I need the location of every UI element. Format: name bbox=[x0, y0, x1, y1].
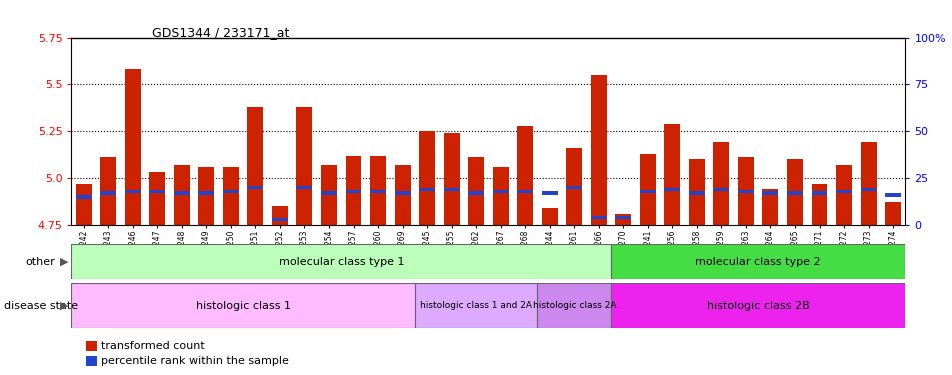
Bar bbox=[713, 142, 728, 225]
Bar bbox=[884, 202, 900, 225]
Bar bbox=[517, 126, 532, 225]
Bar bbox=[565, 148, 582, 225]
Bar bbox=[198, 192, 214, 195]
Bar bbox=[198, 167, 214, 225]
Bar bbox=[321, 192, 337, 195]
Text: histologic class 2A: histologic class 2A bbox=[532, 301, 615, 310]
Bar bbox=[394, 192, 410, 195]
Bar bbox=[860, 142, 876, 225]
Bar bbox=[590, 216, 606, 219]
Bar bbox=[173, 165, 189, 225]
Text: disease state: disease state bbox=[4, 301, 78, 310]
Bar bbox=[321, 165, 337, 225]
Bar bbox=[419, 131, 435, 225]
Bar bbox=[173, 192, 189, 195]
Bar bbox=[467, 158, 484, 225]
Bar bbox=[541, 208, 557, 225]
Bar bbox=[884, 194, 900, 197]
Bar bbox=[786, 192, 803, 195]
Bar bbox=[517, 190, 532, 193]
Bar bbox=[615, 214, 630, 225]
Bar bbox=[811, 184, 826, 225]
Bar bbox=[639, 190, 655, 193]
Bar bbox=[149, 172, 165, 225]
Text: molecular class type 2: molecular class type 2 bbox=[695, 256, 820, 267]
Bar bbox=[467, 192, 484, 195]
Bar bbox=[541, 192, 557, 195]
Bar bbox=[835, 190, 851, 193]
Bar bbox=[492, 167, 508, 225]
Bar bbox=[346, 190, 361, 193]
Bar bbox=[688, 159, 704, 225]
Bar bbox=[565, 186, 582, 189]
Bar bbox=[76, 184, 91, 225]
Bar bbox=[835, 165, 851, 225]
Bar bbox=[125, 190, 141, 193]
Text: other: other bbox=[26, 257, 55, 267]
Bar bbox=[786, 159, 803, 225]
Text: molecular class type 1: molecular class type 1 bbox=[278, 256, 404, 267]
Bar bbox=[369, 156, 386, 225]
Bar bbox=[71, 244, 610, 279]
Bar bbox=[615, 216, 630, 219]
Bar bbox=[444, 133, 459, 225]
Bar bbox=[610, 244, 904, 279]
Bar bbox=[369, 190, 386, 193]
Bar bbox=[737, 190, 753, 193]
Bar bbox=[537, 283, 610, 328]
Bar bbox=[271, 206, 288, 225]
Bar bbox=[100, 158, 116, 225]
Bar bbox=[100, 192, 116, 195]
Text: histologic class 1: histologic class 1 bbox=[195, 301, 290, 310]
Bar bbox=[860, 188, 876, 191]
Bar bbox=[271, 218, 288, 221]
Bar bbox=[223, 167, 239, 225]
Bar bbox=[762, 192, 778, 195]
Bar bbox=[590, 75, 606, 225]
Text: histologic class 2B: histologic class 2B bbox=[706, 301, 808, 310]
Bar bbox=[762, 189, 778, 225]
Bar bbox=[444, 188, 459, 191]
Bar bbox=[76, 195, 91, 199]
Bar bbox=[223, 190, 239, 193]
Bar bbox=[639, 154, 655, 225]
Bar bbox=[296, 186, 312, 189]
Bar bbox=[125, 69, 141, 225]
Bar bbox=[713, 188, 728, 191]
Bar bbox=[248, 186, 263, 189]
Bar bbox=[394, 165, 410, 225]
Bar bbox=[248, 107, 263, 225]
Bar bbox=[737, 158, 753, 225]
Text: transformed count: transformed count bbox=[101, 341, 205, 351]
Bar bbox=[296, 107, 312, 225]
Text: percentile rank within the sample: percentile rank within the sample bbox=[101, 356, 288, 366]
Bar bbox=[664, 188, 680, 191]
Bar bbox=[414, 283, 537, 328]
Bar bbox=[811, 192, 826, 195]
Text: histologic class 1 and 2A: histologic class 1 and 2A bbox=[420, 301, 531, 310]
Bar bbox=[71, 283, 414, 328]
Bar bbox=[492, 190, 508, 193]
Bar bbox=[346, 156, 361, 225]
Bar bbox=[688, 192, 704, 195]
Text: GDS1344 / 233171_at: GDS1344 / 233171_at bbox=[152, 26, 289, 39]
Text: ▶: ▶ bbox=[60, 301, 69, 310]
Bar bbox=[610, 283, 904, 328]
Bar bbox=[149, 190, 165, 193]
Text: ▶: ▶ bbox=[60, 257, 69, 267]
Bar bbox=[419, 188, 435, 191]
Bar bbox=[664, 124, 680, 225]
